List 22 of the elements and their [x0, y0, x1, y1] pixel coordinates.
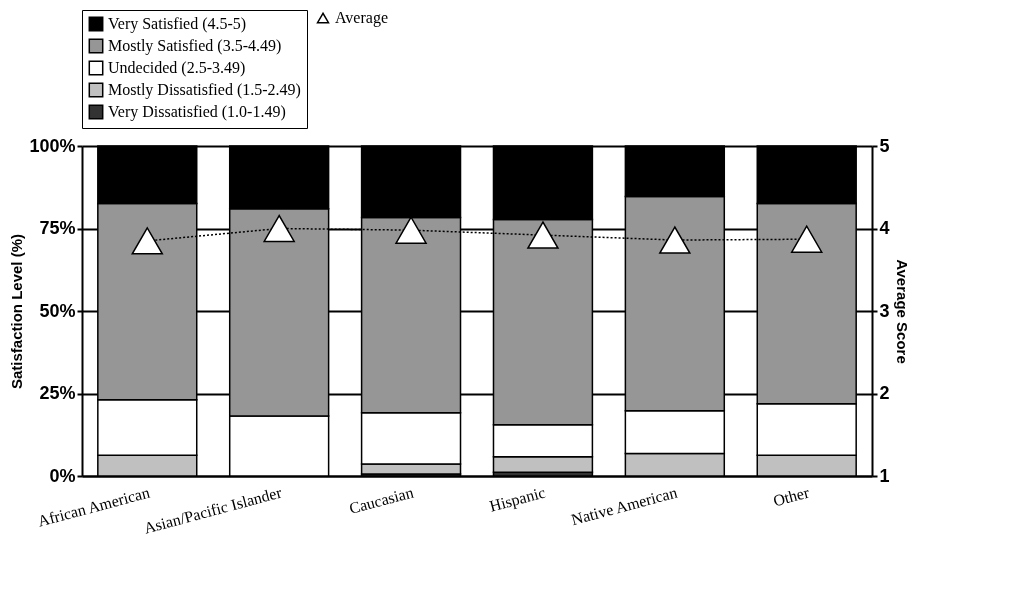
legend-label: Very Dissatisfied (1.0-1.49): [108, 103, 286, 121]
y2-tick-label: 5: [879, 135, 890, 156]
y-tick-label: 25%: [39, 383, 76, 403]
legend-label: Average: [335, 9, 388, 27]
legend-label: Undecided (2.5-3.49): [108, 59, 246, 77]
x-tick-label: Hispanic: [487, 483, 548, 516]
y2-tick-label: 1: [879, 465, 890, 486]
y-tick-label: 75%: [39, 218, 76, 238]
y2-tick-label: 3: [879, 300, 890, 321]
y-tick-label: 100%: [29, 135, 76, 156]
legend-label: Mostly Satisfied (3.5-4.49): [108, 37, 282, 55]
y-tick-label: 0%: [49, 465, 76, 486]
y-axis-title: Satisfaction Level (%): [8, 233, 26, 390]
x-tick-label: Caucasian: [347, 483, 416, 517]
x-tick-label: Other: [771, 483, 812, 510]
legend-label: Very Satisfied (4.5-5): [108, 15, 247, 33]
y2-axis-title: Average Score: [893, 259, 911, 364]
y-tick-label: 50%: [39, 300, 76, 321]
x-tick-label: Native American: [569, 483, 679, 529]
y2-tick-label: 4: [879, 218, 890, 238]
y2-tick-label: 2: [879, 383, 890, 403]
legend-label: Mostly Dissatisfied (1.5-2.49): [108, 81, 301, 99]
